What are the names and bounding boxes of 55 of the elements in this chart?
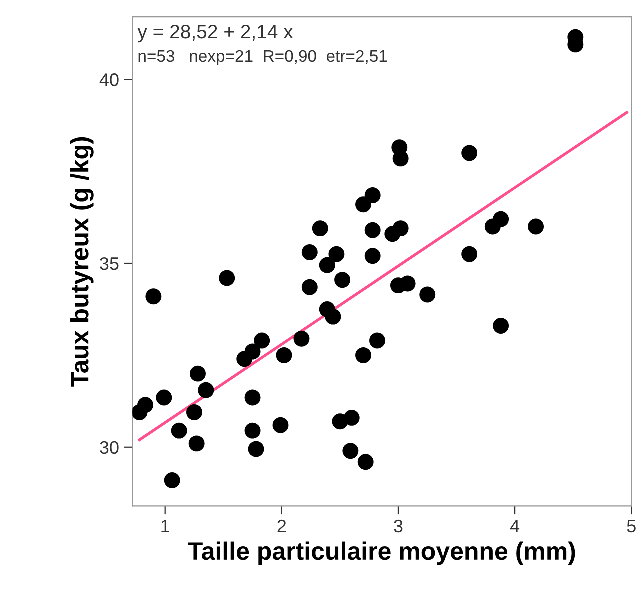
point: [146, 288, 162, 305]
point: [392, 150, 409, 167]
point: [400, 276, 416, 292]
point: [344, 410, 360, 426]
point: [248, 441, 264, 458]
y-tick-label: 30: [100, 441, 119, 454]
x-tick-label: 2: [278, 520, 286, 532]
point: [334, 272, 351, 288]
point: [342, 443, 359, 460]
point: [356, 196, 372, 213]
point: [138, 397, 154, 414]
point: [302, 244, 318, 260]
point: [528, 218, 544, 235]
point: [244, 344, 261, 360]
point: [392, 220, 409, 237]
point: [164, 472, 180, 488]
y-tick-label: 40: [100, 74, 119, 86]
point: [364, 222, 381, 238]
point: [312, 220, 328, 237]
point: [198, 382, 214, 398]
point: [244, 422, 261, 439]
point: [493, 211, 510, 228]
point: [364, 248, 381, 264]
point: [186, 404, 202, 420]
point: [190, 366, 206, 382]
point: [302, 279, 318, 296]
point: [493, 318, 510, 334]
point: [462, 145, 478, 162]
point: [171, 422, 188, 439]
point: [325, 308, 342, 325]
point: [294, 330, 310, 347]
point: [188, 436, 205, 452]
point: [319, 257, 336, 274]
x-tick-label: 5: [627, 520, 636, 533]
point: [364, 187, 381, 204]
point: [370, 332, 386, 349]
x-axis-title: Taille particulaire moyenne (mm): [188, 542, 576, 566]
point: [272, 417, 289, 434]
annotation: n=53 nexp=21 R=0,90 etr=2,51: [138, 50, 388, 66]
point: [328, 246, 345, 262]
annotation: y = 28,52 + 2,14 x: [138, 24, 294, 43]
point: [254, 332, 270, 349]
point: [276, 347, 292, 364]
x-tick-label: 1: [162, 520, 170, 532]
point: [358, 454, 374, 470]
point: [219, 270, 236, 286]
y-axis-title: Taux butyreux (g /kg): [70, 137, 94, 387]
point: [462, 246, 478, 262]
point: [356, 347, 372, 364]
x-tick-label: 4: [510, 520, 520, 532]
point: [156, 390, 172, 406]
x-tick-label: 3: [394, 520, 403, 533]
point: [420, 286, 436, 303]
point: [244, 390, 261, 406]
y-tick-label: 35: [100, 257, 119, 270]
